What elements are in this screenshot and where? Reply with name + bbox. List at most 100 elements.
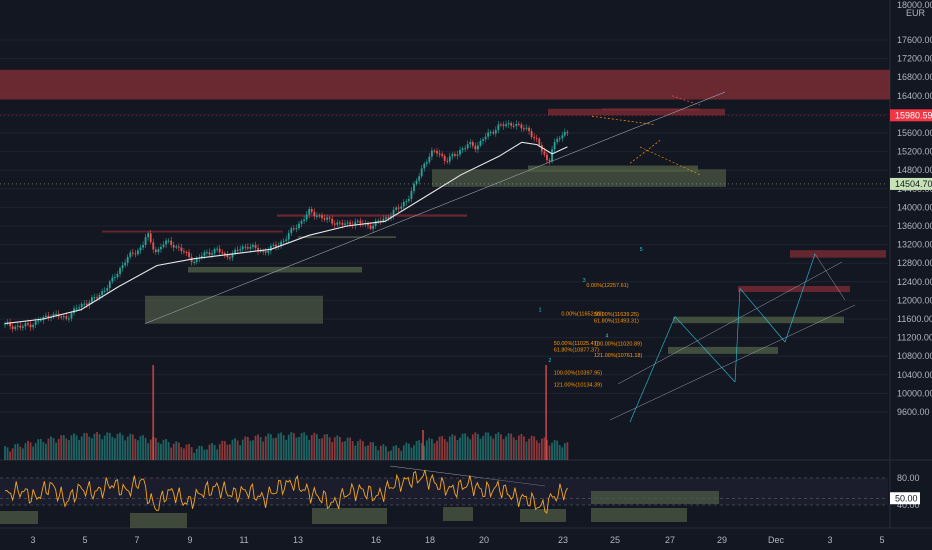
price-tick-label: 14800.00: [897, 165, 932, 175]
volume-bar: [57, 438, 60, 460]
zone-box: [790, 250, 886, 258]
volume-bar: [231, 439, 234, 460]
candle-body: [267, 250, 270, 253]
candle-body: [193, 261, 196, 263]
volume-bar: [137, 440, 139, 460]
candle-body: [144, 237, 147, 245]
candle-body: [73, 308, 75, 314]
volume-bar: [172, 443, 175, 460]
volume-bar: [154, 437, 157, 460]
zone-box: [277, 214, 467, 217]
volume-bar: [218, 444, 221, 460]
candle-body: [308, 209, 311, 215]
volume-bar: [213, 445, 216, 460]
volume-bar: [98, 434, 101, 460]
price-tag-text: 15980.59: [895, 110, 932, 120]
candle-body: [70, 313, 73, 319]
volume-bar: [177, 442, 180, 460]
volume-bar: [167, 442, 170, 460]
rsi-zone: [312, 508, 387, 524]
volume-bar: [190, 447, 193, 460]
candle-body: [65, 316, 68, 319]
candle-body: [119, 268, 121, 274]
volume-bar: [321, 438, 323, 460]
candle-body: [162, 244, 165, 247]
candle-body: [428, 156, 431, 163]
volume-bar: [410, 447, 413, 460]
candle-body: [47, 315, 50, 318]
volume-bar: [298, 436, 300, 460]
volume-bar: [436, 440, 438, 460]
volume-bar: [402, 445, 405, 460]
volume-bar: [494, 433, 497, 460]
volume-bar: [27, 440, 29, 460]
volume-bar: [390, 450, 392, 460]
candle-body: [423, 163, 426, 169]
volume-bar: [517, 435, 520, 460]
candle-body: [34, 320, 37, 325]
volume-bar: [39, 438, 42, 460]
volume-bar: [454, 435, 456, 460]
candle-body: [487, 132, 490, 137]
volume-bar: [336, 435, 339, 460]
candle-body: [331, 218, 334, 224]
candle-body: [39, 320, 42, 322]
volume-bar: [346, 437, 349, 460]
volume-bar: [525, 441, 528, 460]
volume-bar: [397, 447, 400, 460]
candle-body: [21, 326, 24, 328]
volume-bar: [75, 435, 78, 460]
time-tick-label: 18: [425, 535, 435, 545]
candle-body: [489, 132, 492, 134]
candle-body: [75, 308, 78, 310]
candle-body: [377, 220, 380, 222]
candle-body: [188, 252, 190, 258]
price-tag-red: 15980.59: [890, 109, 932, 122]
volume-bar: [344, 441, 346, 460]
volume-bar: [275, 437, 277, 460]
candle-body: [395, 207, 398, 210]
price-tick-label: 12000.00: [897, 295, 932, 305]
fib-label: 100.00%(10397.95): [554, 370, 602, 376]
candle-body: [249, 246, 252, 249]
volume-bar: [239, 445, 242, 460]
volume-bar: [515, 439, 518, 460]
volume-bar: [277, 433, 280, 460]
volume-bar: [121, 435, 124, 460]
volume-bar: [341, 441, 344, 460]
volume-bar: [287, 434, 290, 460]
volume-bar: [93, 433, 96, 460]
volume-bar: [129, 433, 132, 460]
volume-bar: [543, 437, 546, 460]
candle-body: [121, 265, 124, 269]
time-tick-label: 20: [479, 535, 489, 545]
volume-bar: [500, 434, 502, 460]
candle-body: [344, 223, 346, 225]
rsi-zone: [520, 509, 566, 522]
candle-body: [149, 233, 152, 243]
rsi-zone: [591, 491, 719, 504]
volume-bar: [68, 440, 70, 460]
candle-body: [533, 137, 536, 139]
zone-box: [0, 69, 890, 100]
volume-bar: [236, 440, 239, 460]
zone-box: [548, 108, 725, 116]
volume-bar: [415, 441, 418, 460]
candle-body: [62, 316, 65, 318]
price-tick-label: 10400.00: [897, 370, 932, 380]
candle-body: [512, 125, 515, 127]
volume-bar: [211, 442, 213, 460]
zone-box: [673, 316, 844, 324]
trend-line: [591, 115, 656, 125]
candle-body: [510, 123, 513, 126]
candle-body: [139, 247, 142, 251]
volume-spike: [545, 365, 548, 460]
candle-body: [177, 246, 180, 248]
volume-bar: [420, 443, 423, 460]
volume-bar: [331, 442, 334, 460]
volume-bar: [157, 442, 160, 460]
volume-bar: [85, 433, 88, 460]
price-axis: 17600.0017200.0016800.0016400.0016000.00…: [890, 35, 932, 510]
candle-body: [528, 127, 530, 132]
